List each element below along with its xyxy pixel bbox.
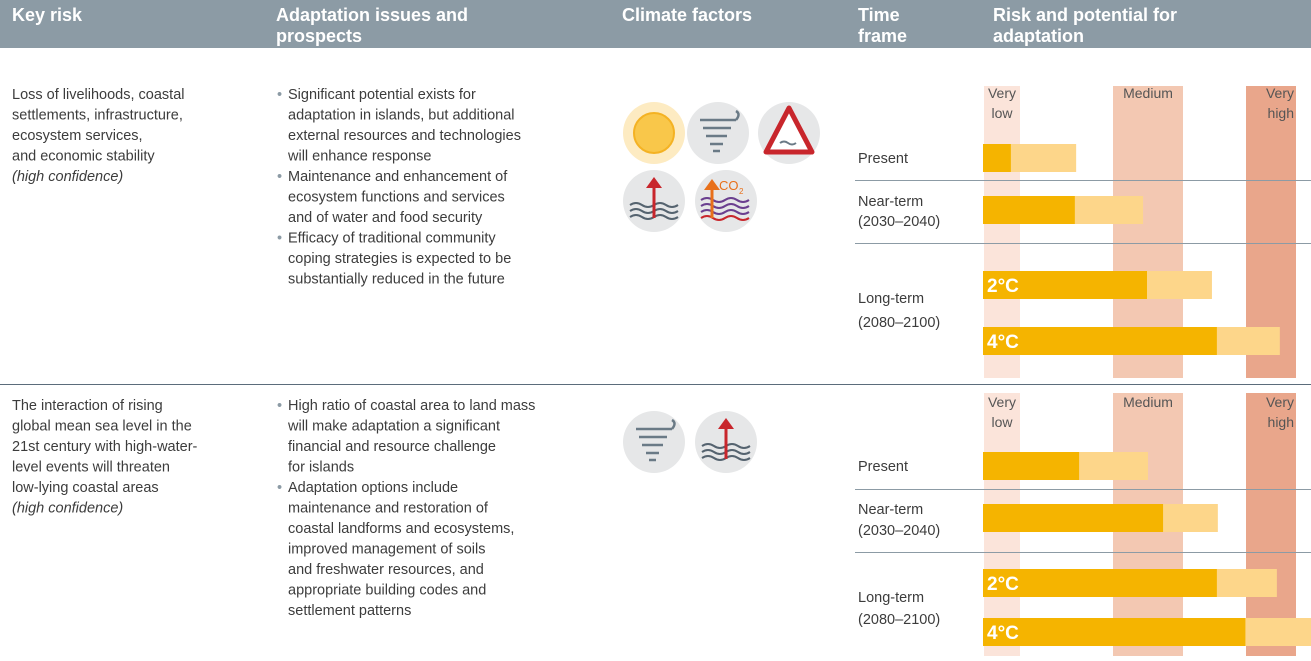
column-header: adaptation [993,26,1084,46]
bullet: • [277,169,282,185]
column-header: Risk and potential for [993,5,1177,25]
timeframe-label: (2080–2100) [858,612,940,628]
bullet: • [277,231,282,247]
issue-text: and of water and food security [288,210,483,226]
issue-text: Efficacy of traditional community [288,231,496,247]
issue-text: maintenance and restoration of [288,501,489,517]
issue-text: Maintenance and enhancement of [288,169,508,185]
risk-level-label: low [991,414,1013,430]
column-header: Key risk [12,5,83,25]
risk-bar-adapted [983,144,1011,172]
risk-level-label: Very [1266,85,1294,101]
timeframe-label: (2080–2100) [858,315,940,331]
risk-level-label: Medium [1123,394,1173,410]
issue-text: coping strategies is expected to be [288,251,511,267]
issue-text: adaptation in islands, but additional [288,108,515,124]
column-header: Adaptation issues and [276,5,468,25]
risk-level-label: high [1268,105,1294,121]
bullet: • [277,480,282,496]
issue-text: for islands [288,460,354,476]
issue-text: will enhance response [287,149,431,165]
svg-text:CO: CO [719,178,739,193]
climate-icons [623,411,757,473]
issue-text: coastal landforms and ecosystems, [288,521,514,537]
svg-text:2: 2 [739,187,744,196]
timeframe-label: (2030–2040) [858,214,940,230]
issue-text: will make adaptation a significant [287,419,500,435]
risk-level-label: low [991,105,1013,121]
key-risk-text: global mean sea level in the [12,419,192,435]
risk-bar-adapted [983,452,1080,480]
key-risk-text: Loss of livelihoods, coastal [12,87,185,103]
risk-level-label: Very [988,394,1016,410]
risk-level-label: Medium [1123,85,1173,101]
key-risk-text: low-lying coastal areas [12,480,159,496]
risk-level-label: Very [988,85,1016,101]
column-header: Climate factors [622,5,752,25]
timeframe-label: (2030–2040) [858,523,940,539]
timeframe-label: Present [858,459,908,475]
column-header: prospects [276,26,362,46]
issue-text: settlement patterns [288,603,411,619]
risk-bar-adapted [983,327,1217,355]
risk-level-label: high [1268,414,1294,430]
timeframe-label: Present [858,151,908,167]
key-risk-text: The interaction of rising [12,398,163,414]
bullet: • [277,398,282,414]
issue-text: improved management of soils [288,542,485,558]
bullet: • [277,87,282,103]
key-risk-text: ecosystem services, [12,128,143,144]
risk-bar-adapted [983,196,1075,224]
timeframe-label: Long-term [858,590,924,606]
header-bar [0,0,1311,48]
key-risk-text: and economic stability [12,149,155,165]
issue-text: financial and resource challenge [288,439,496,455]
risk-level-label: Very [1266,394,1294,410]
timeframe-label: Near-term [858,194,923,210]
risk-bar-adapted [983,271,1147,299]
warming-label: 4°C [987,332,1019,353]
key-risk-text: 21st century with high-water- [12,439,198,455]
issue-text: Adaptation options include [288,480,458,496]
risk-band [1246,393,1296,656]
issue-text: substantially reduced in the future [288,272,505,288]
issue-text: ecosystem functions and services [288,190,505,206]
column-header: Time [858,5,900,25]
issue-text: Significant potential exists for [288,87,476,103]
warming-label: 2°C [987,574,1019,595]
issue-text: High ratio of coastal area to land mass [288,398,535,414]
issue-text: appropriate building codes and [288,583,486,599]
risk-bar-adapted [983,504,1164,532]
key-risk-text: level events will threaten [12,460,170,476]
issue-text: external resources and technologies [288,128,521,144]
risk-bar-adapted [983,618,1246,646]
column-header: frame [858,26,907,46]
issue-text: and freshwater resources, and [288,562,484,578]
timeframe-label: Near-term [858,502,923,518]
climate-icons: CO 2 [623,102,820,232]
key-risk-text: settlements, infrastructure, [12,108,183,124]
timeframe-label: Long-term [858,291,924,307]
risk-bar-adapted [983,569,1217,597]
warming-label: 2°C [987,276,1019,297]
confidence: (high confidence) [12,501,123,517]
warming-label: 4°C [987,623,1019,644]
confidence: (high confidence) [12,169,123,185]
